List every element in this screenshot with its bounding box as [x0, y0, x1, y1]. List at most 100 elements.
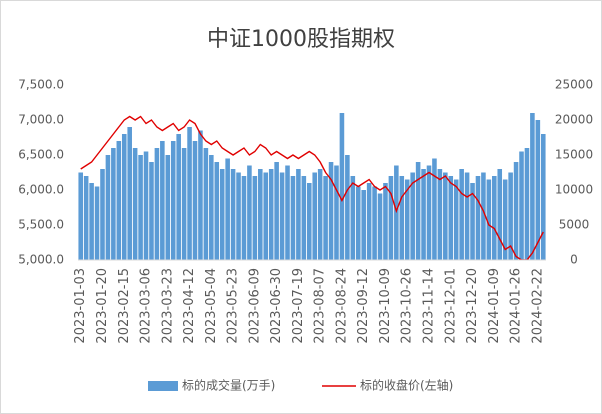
x-tick-label: 2023-02-15: [117, 268, 132, 344]
bar: [176, 134, 181, 260]
bar: [377, 193, 383, 260]
bar: [519, 151, 524, 260]
bar: [258, 169, 263, 260]
bar: [328, 162, 334, 260]
bar: [274, 162, 279, 260]
bar: [317, 169, 323, 260]
legend-label: 标的成交量(万手): [182, 378, 275, 393]
bar: [192, 141, 198, 260]
bar: [111, 148, 116, 260]
x-tick-label: 2023-08-07: [313, 268, 328, 344]
bar: [181, 148, 187, 260]
bar: [236, 172, 241, 260]
y-tick-label: 6,500.0: [18, 148, 64, 162]
bar: [437, 169, 443, 260]
bar: [339, 113, 345, 260]
bar: [214, 162, 220, 260]
legend-label: 标的收盘价(左轴): [360, 378, 453, 393]
bar: [154, 148, 160, 260]
bar: [524, 148, 530, 260]
bar: [94, 186, 100, 260]
bar: [502, 179, 508, 260]
y-tick-label: 6,000.0: [18, 183, 64, 197]
bar: [448, 176, 454, 260]
x-tick-label: 2023-12-20: [465, 268, 480, 344]
x-tick-label: 2023-10-26: [400, 268, 415, 344]
x-tick-label: 2023-12-01: [443, 268, 458, 344]
bar: [312, 172, 318, 260]
bar: [83, 176, 89, 260]
x-tick-label: 2023-06-09: [247, 268, 262, 344]
y-tick-label: 5,000.0: [18, 253, 64, 267]
x-tick-label: 2024-01-26: [509, 268, 524, 344]
y-tick-label: 7,000.0: [18, 113, 64, 127]
bar: [475, 176, 481, 260]
bar: [355, 186, 361, 260]
bar: [334, 165, 339, 260]
bar: [230, 169, 236, 260]
bar: [366, 183, 372, 260]
bar: [388, 176, 394, 260]
bar: [306, 183, 312, 260]
line: [80, 115, 544, 260]
x-tick-label: 2023-08-24: [334, 268, 349, 344]
bar: [415, 162, 421, 260]
bar: [219, 169, 225, 260]
bar: [138, 155, 143, 260]
bar: [209, 155, 214, 260]
x-tick-label: 2023-06-30: [269, 268, 284, 344]
x-tick-label: 2023-05-04: [204, 268, 219, 344]
bar: [225, 158, 230, 260]
y2-tick-label: 5000: [559, 218, 590, 232]
bar: [345, 155, 350, 260]
bar: [187, 127, 192, 260]
y-tick-label: 7,500.0: [18, 78, 64, 92]
bar: [268, 169, 274, 260]
x-tick-label: 2023-10-09: [378, 268, 393, 344]
bar: [459, 169, 464, 260]
bar: [121, 134, 127, 260]
bar: [252, 176, 258, 260]
bar: [540, 134, 546, 260]
bar: [432, 158, 437, 260]
x-tick-label: 2023-04-12: [182, 268, 197, 344]
y2-tick-label: 0: [570, 253, 578, 267]
x-tick-label: 2023-11-14: [422, 268, 437, 344]
bar: [285, 165, 290, 260]
bar: [535, 120, 541, 260]
bar: [410, 172, 415, 260]
bar: [198, 130, 203, 260]
bar: [105, 155, 111, 260]
bar: [165, 155, 171, 260]
bar: [470, 183, 475, 260]
y2-tick-label: 15000: [555, 148, 593, 162]
bar: [170, 141, 176, 260]
bar: [443, 172, 448, 260]
bar: [486, 179, 492, 260]
bar: [404, 179, 410, 260]
y2-tick-label: 10000: [555, 183, 593, 197]
bar: [290, 176, 296, 260]
bar: [78, 172, 84, 260]
x-tick-label: 2023-09-12: [356, 268, 371, 344]
bar: [143, 151, 149, 260]
bar: [127, 127, 132, 260]
x-tick-label: 2024-02-22: [530, 268, 545, 344]
bar: [361, 190, 366, 260]
bar: [149, 162, 154, 260]
bar: [530, 113, 535, 260]
x-tick-label: 2023-05-23: [226, 268, 241, 344]
bar: [481, 172, 486, 260]
bar: [279, 172, 285, 260]
bar: [301, 176, 307, 260]
bar: [241, 176, 247, 260]
bar: [100, 169, 105, 260]
bar: [513, 162, 519, 260]
bar: [372, 186, 377, 260]
bar: [508, 172, 513, 260]
bar: [350, 176, 356, 260]
bar: [296, 169, 301, 260]
x-tick-label: 2024-01-09: [487, 268, 502, 344]
bar: [116, 141, 122, 260]
x-tick-label: 2023-03-06: [139, 268, 154, 344]
